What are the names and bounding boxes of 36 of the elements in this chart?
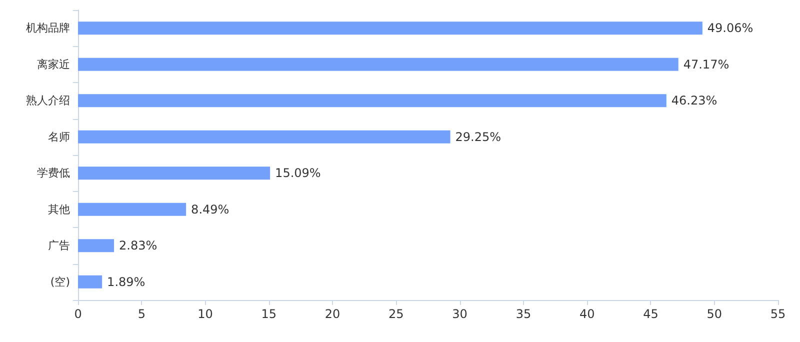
data-label: 49.06% [707,21,754,36]
y-tick-label: 机构品牌 [26,22,70,35]
bar [78,58,678,71]
x-tick-label: 45 [643,307,658,321]
data-label: 46.23% [671,94,718,108]
x-tick-label: 10 [198,307,213,321]
x-tick-label: 30 [452,307,468,321]
x-tick-label: 40 [579,307,595,321]
x-tick-label: 0 [74,307,82,321]
x-tick-label: 5 [138,307,146,321]
data-label: 2.83% [119,238,158,253]
x-tick-label: 35 [516,307,532,321]
bar [78,22,702,35]
data-label: 15.09% [275,166,321,180]
x-tick-label: 15 [261,307,277,321]
data-label: 29.25% [455,130,502,144]
x-tick-label: 25 [388,307,404,321]
y-tick-label: (空) [50,275,70,288]
y-tick-label: 名师 [48,130,70,144]
bar [78,202,186,216]
y-tick-label: 学费低 [37,166,70,180]
x-tick-label: 20 [324,307,340,321]
bar [78,130,450,144]
bar [78,166,270,180]
bar [78,275,102,288]
x-tick-label: 50 [706,307,722,321]
data-label: 8.49% [191,202,230,216]
y-tick-label: 其他 [48,202,70,216]
y-tick-label: 广告 [48,239,70,252]
x-tick-label: 55 [770,307,786,321]
data-label: 1.89% [107,274,146,289]
bar [78,239,114,252]
bar [78,94,666,108]
y-tick-label: 熟人介绍 [26,94,70,108]
data-label: 47.17% [683,57,730,72]
y-tick-label: 离家近 [37,58,70,71]
